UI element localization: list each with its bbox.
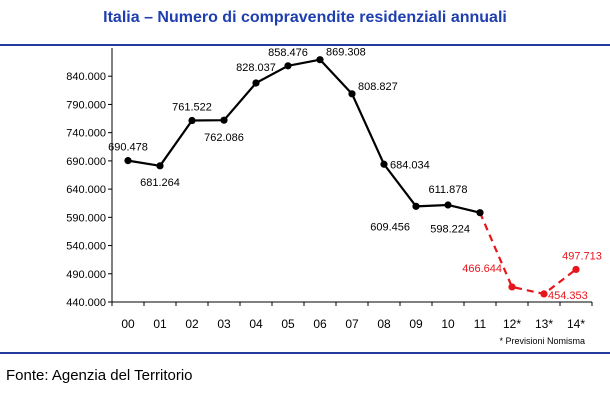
x-tick-label: 04	[249, 317, 263, 331]
data-point-actual	[444, 201, 452, 209]
x-tick-label: 03	[217, 317, 231, 331]
data-point-forecast	[508, 283, 516, 291]
x-tick-label: 07	[345, 317, 359, 331]
data-point-actual	[188, 116, 196, 125]
line-chart: 440.000 490.000 540.000 590.000 640.000 690.0…	[66, 47, 602, 346]
bottom-divider	[0, 352, 610, 354]
x-tick-label: 09	[409, 317, 423, 331]
data-point-actual	[348, 90, 356, 98]
data-label-actual: 681.264	[140, 177, 180, 189]
x-tick-label: 10	[441, 317, 455, 331]
y-tick-label: 540.000	[66, 241, 106, 253]
y-tick-label: 840.000	[66, 71, 106, 83]
data-point-actual	[412, 202, 420, 210]
data-point-actual	[156, 162, 164, 170]
data-label-actual: 828.037	[236, 62, 276, 74]
data-point-actual	[124, 157, 132, 165]
data-point-forecast	[540, 290, 548, 298]
data-label-actual: 684.034	[390, 159, 430, 171]
data-label-actual: 609.456	[370, 221, 410, 233]
x-tick-label: 05	[281, 317, 295, 331]
x-tick-label: 00	[121, 317, 135, 331]
data-label-actual: 762.086	[204, 132, 244, 144]
x-tick-label: 12*	[503, 317, 521, 331]
x-tick-label: 01	[153, 317, 167, 331]
data-label-actual: 690.478	[108, 142, 148, 154]
y-tick-label: 690.000	[66, 156, 106, 168]
x-tick-label: 02	[185, 317, 199, 331]
y-tick-label: 640.000	[66, 184, 106, 196]
y-tick-label: 790.000	[66, 99, 106, 111]
data-point-actual	[316, 56, 324, 64]
data-point-actual	[380, 160, 388, 168]
y-tick-label: 490.000	[66, 269, 106, 281]
source-note: Fonte: Agenzia del Territorio	[6, 367, 193, 384]
data-label-forecast: 466.644	[462, 263, 502, 275]
data-label-actual: 858.476	[268, 47, 308, 59]
chart-title: Italia – Numero di compravendite residen…	[103, 9, 507, 26]
chart-footnote: * Previsioni Nomisma	[499, 336, 585, 346]
data-point-actual	[220, 116, 228, 124]
data-point-actual	[284, 62, 292, 70]
x-tick-label: 13*	[535, 317, 553, 331]
data-point-actual	[476, 209, 484, 217]
x-tick-label: 14*	[567, 317, 585, 331]
series-line-actual	[127, 58, 481, 214]
data-label-actual: 808.827	[358, 81, 398, 93]
data-label-forecast: 497.713	[562, 250, 602, 262]
data-label-actual: 761.522	[172, 102, 212, 114]
data-label-actual: 869.308	[326, 47, 366, 59]
data-point-actual	[252, 79, 260, 87]
x-tick-label: 08	[377, 317, 391, 331]
x-tick-label: 06	[313, 317, 327, 331]
y-tick-label: 740.000	[66, 128, 106, 140]
series-line-forecast	[478, 212, 577, 295]
x-tick-label: 11	[474, 317, 487, 331]
top-divider	[0, 44, 610, 46]
y-tick-label: 440.000	[66, 297, 106, 309]
data-label-actual: 611.878	[429, 184, 468, 196]
data-point-forecast	[572, 265, 580, 274]
data-label-forecast: 454.353	[548, 290, 588, 302]
y-tick-label: 590.000	[66, 212, 106, 224]
data-label-actual: 598.224	[430, 224, 470, 236]
